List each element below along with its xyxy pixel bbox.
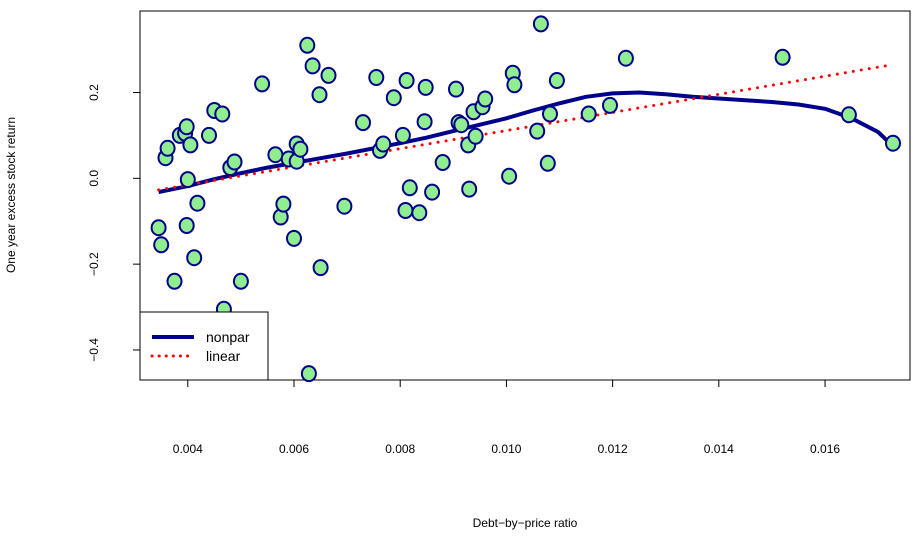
data-point <box>453 116 470 134</box>
data-point <box>411 204 428 222</box>
data-point <box>304 57 321 75</box>
data-point <box>401 179 418 197</box>
data-point <box>467 127 484 145</box>
data-point <box>397 202 414 219</box>
data-point <box>226 153 243 171</box>
data-point <box>355 114 371 132</box>
data-point <box>336 197 353 215</box>
data-point <box>368 69 385 86</box>
y-tick-label: 0.2 <box>87 84 101 101</box>
data-points <box>150 15 901 383</box>
plot-area <box>139 10 911 381</box>
data-point <box>178 217 195 234</box>
data-point <box>477 90 494 108</box>
data-point <box>201 126 217 144</box>
data-point <box>885 134 901 152</box>
data-point <box>178 118 195 136</box>
data-point <box>312 259 329 277</box>
data-point <box>214 105 231 123</box>
data-point <box>580 105 597 123</box>
data-point <box>275 195 292 213</box>
data-point <box>179 171 196 189</box>
x-tick-label: 0.010 <box>491 442 521 456</box>
data-point <box>189 194 206 212</box>
data-point <box>529 122 546 140</box>
data-point <box>532 15 549 33</box>
data-point <box>254 75 271 93</box>
data-point <box>416 113 433 131</box>
series-line-linear <box>157 63 895 192</box>
data-point <box>320 66 337 84</box>
x-tick-label: 0.014 <box>704 442 734 456</box>
data-point <box>150 219 167 237</box>
data-point <box>617 49 634 67</box>
data-point <box>506 76 523 94</box>
x-tick-label: 0.012 <box>598 442 628 456</box>
data-point <box>182 136 199 154</box>
y-tick-label: −0.4 <box>87 338 101 362</box>
data-point <box>424 183 441 201</box>
x-axis-title: Debt−by−price ratio <box>473 516 578 530</box>
data-point <box>840 106 857 124</box>
data-point <box>394 126 411 144</box>
data-point <box>186 249 203 267</box>
data-point <box>417 78 434 96</box>
legend-label-nonpar: nonpar <box>206 329 250 345</box>
data-point <box>311 86 328 104</box>
x-tick-label: 0.004 <box>173 442 203 456</box>
data-point <box>542 105 558 123</box>
data-point <box>286 229 302 247</box>
legend-box <box>139 311 269 381</box>
data-point <box>539 154 556 172</box>
y-tick-label: −0.2 <box>87 252 101 276</box>
y-tick-label: 0.0 <box>87 170 101 187</box>
x-tick-label: 0.008 <box>385 442 415 456</box>
y-axis: −0.4 −0.2 0.0 0.2 <box>87 84 140 362</box>
x-tick-label: 0.016 <box>810 442 840 456</box>
data-point <box>300 365 317 383</box>
data-point <box>232 272 249 290</box>
legend: nonpar linear <box>139 311 269 381</box>
y-axis-title: One year excess stock return <box>4 117 18 273</box>
data-point <box>159 139 176 157</box>
legend-label-linear: linear <box>206 348 241 364</box>
data-point <box>501 167 518 185</box>
data-point <box>166 272 183 290</box>
series-line-nonpar <box>158 90 895 195</box>
x-axis: 0.004 0.006 0.008 0.010 0.012 0.014 0.016 <box>173 380 840 456</box>
data-point <box>153 236 170 254</box>
data-point <box>548 72 565 89</box>
data-point <box>385 89 402 107</box>
data-point <box>448 80 464 98</box>
data-point <box>292 140 309 158</box>
data-point <box>375 135 392 153</box>
data-point <box>398 72 415 89</box>
x-tick-label: 0.006 <box>279 442 309 456</box>
data-point <box>299 36 316 54</box>
data-point <box>602 96 618 114</box>
data-point <box>461 180 478 198</box>
data-point <box>267 146 284 164</box>
data-point <box>774 48 791 66</box>
plot-frame <box>139 10 911 381</box>
data-point <box>434 154 451 171</box>
